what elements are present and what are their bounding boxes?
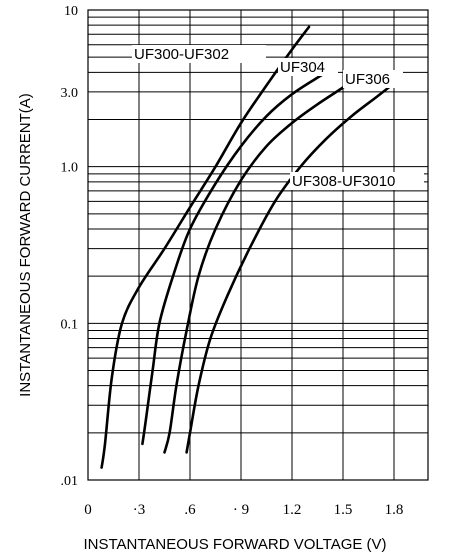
series-line-0 [100,25,311,469]
x-tick-label-1: ·3 [133,502,146,518]
x-tick-label-0: 0 [84,502,92,518]
series-line-1 [141,66,336,446]
x-axis-title: INSTANTANEOUS FORWARD VOLTAGE (V) [83,536,386,553]
series-label-bg-2 [343,70,403,88]
tick-labels: 0 ·3 .6 · 9 1.2 1.5 1.8 .01 0.1 1.0 3.0 10 [61,4,404,518]
series-label-1: UF304 [280,59,325,76]
series-label-bg-1 [278,58,338,76]
y-tick-label-3: 3.0 [61,86,79,101]
grid [88,10,428,480]
y-axis-title: INSTANTANEOUS FORWARD CURRENT(A) [17,93,34,397]
y-tick-label-0: .01 [61,474,79,489]
x-tick-label-3: · 9 [233,502,249,518]
series-line-2 [163,74,362,454]
y-tick-label-4: 10 [64,4,78,19]
x-tick-label-4: 1.2 [283,502,302,518]
x-tick-label-5: 1.5 [334,502,353,518]
plot-frame [87,9,429,481]
y-tick-label-1: 0.1 [61,317,79,332]
series-label-bg-3 [290,172,424,190]
series-label-2: UF306 [345,71,390,88]
y-tick-label-2: 1.0 [61,161,79,176]
series-label-bg-0 [132,45,266,63]
x-tick-label-6: 1.8 [385,502,404,518]
series-line-3 [185,82,396,454]
data-curves [100,25,396,469]
series-label-3: UF308-UF3010 [292,173,395,190]
series-labels: UF300-UF302 UF304 UF306 UF308-UF3010 [132,45,424,190]
series-label-0: UF300-UF302 [134,46,229,63]
x-tick-label-2: .6 [184,502,196,518]
